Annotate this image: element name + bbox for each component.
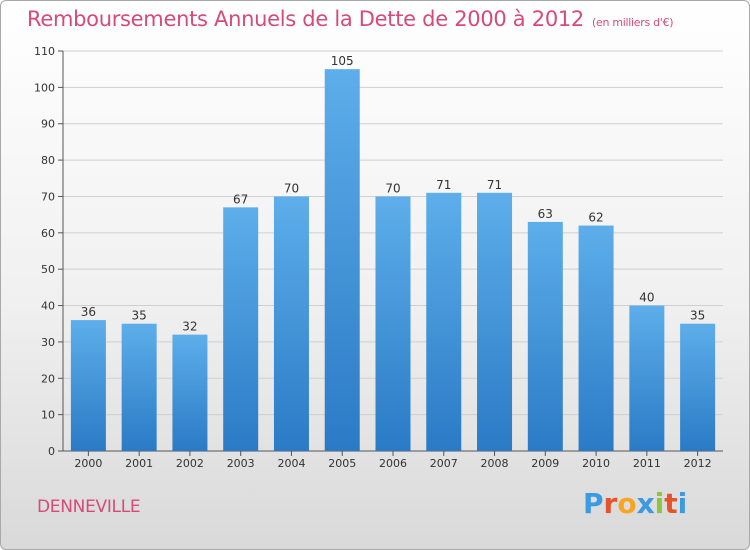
x-tick-label: 2009	[531, 457, 559, 470]
y-tick-label: 20	[41, 372, 55, 385]
bar	[273, 196, 309, 451]
bar-value-label: 36	[81, 305, 96, 319]
logo-letter: r	[603, 487, 618, 520]
x-tick-label: 2002	[176, 457, 204, 470]
logo-letter: i	[677, 487, 688, 520]
bar-value-label: 71	[436, 178, 451, 192]
y-tick-label: 30	[41, 336, 55, 349]
bar-value-label: 70	[385, 181, 400, 195]
bar	[477, 192, 513, 451]
chart-title-text: Remboursements Annuels de la Dette de 20…	[27, 7, 584, 31]
x-tick-label: 2000	[74, 457, 102, 470]
y-tick-label: 60	[41, 227, 55, 240]
y-tick-label: 90	[41, 118, 55, 131]
bar-value-label: 70	[284, 181, 299, 195]
logo-letter: t	[664, 487, 678, 520]
x-tick-label: 2004	[277, 457, 305, 470]
bar-value-label: 71	[487, 178, 502, 192]
bar	[324, 69, 360, 451]
y-tick-label: 50	[41, 263, 55, 276]
bar	[578, 225, 614, 451]
y-tick-label: 100	[34, 81, 55, 94]
bar	[172, 334, 208, 451]
y-tick-label: 80	[41, 154, 55, 167]
y-tick-label: 40	[41, 300, 55, 313]
logo-letter: i	[654, 487, 665, 520]
bar-value-label: 67	[233, 192, 248, 206]
chart-title: Remboursements Annuels de la Dette de 20…	[27, 7, 673, 31]
x-tick-label: 2005	[328, 457, 356, 470]
x-tick-label: 2008	[481, 457, 509, 470]
x-tick-label: 2007	[430, 457, 458, 470]
bar-value-label: 63	[538, 207, 553, 221]
y-tick-label: 10	[41, 409, 55, 422]
x-tick-label: 2003	[227, 457, 255, 470]
bar-value-label: 35	[132, 309, 147, 323]
x-tick-label: 2012	[684, 457, 712, 470]
proxiti-logo: Proxiti	[583, 487, 687, 520]
bar-value-label: 40	[639, 291, 654, 305]
x-tick-label: 2001	[125, 457, 153, 470]
bar-value-label: 32	[182, 320, 197, 334]
x-tick-label: 2010	[582, 457, 610, 470]
x-tick-label: 2011	[633, 457, 661, 470]
logo-letter: x	[636, 487, 655, 520]
chart-unit: (en milliers d'€)	[592, 16, 674, 29]
bar	[527, 221, 563, 451]
x-tick-label: 2006	[379, 457, 407, 470]
y-tick-label: 0	[48, 445, 55, 458]
bar	[70, 320, 106, 451]
bar	[426, 192, 462, 451]
bar-value-label: 105	[331, 54, 354, 68]
y-tick-label: 70	[41, 190, 55, 203]
bar	[680, 323, 716, 451]
bar	[375, 196, 411, 451]
logo-letter: P	[583, 487, 604, 520]
bar-value-label: 35	[690, 309, 705, 323]
y-tick-label: 110	[34, 45, 55, 58]
commune-name: DENNEVILLE	[37, 497, 141, 517]
logo-letter: o	[617, 487, 637, 520]
bar	[121, 323, 157, 451]
bar-value-label: 62	[588, 211, 603, 225]
bar	[629, 305, 665, 451]
bar	[223, 207, 259, 451]
